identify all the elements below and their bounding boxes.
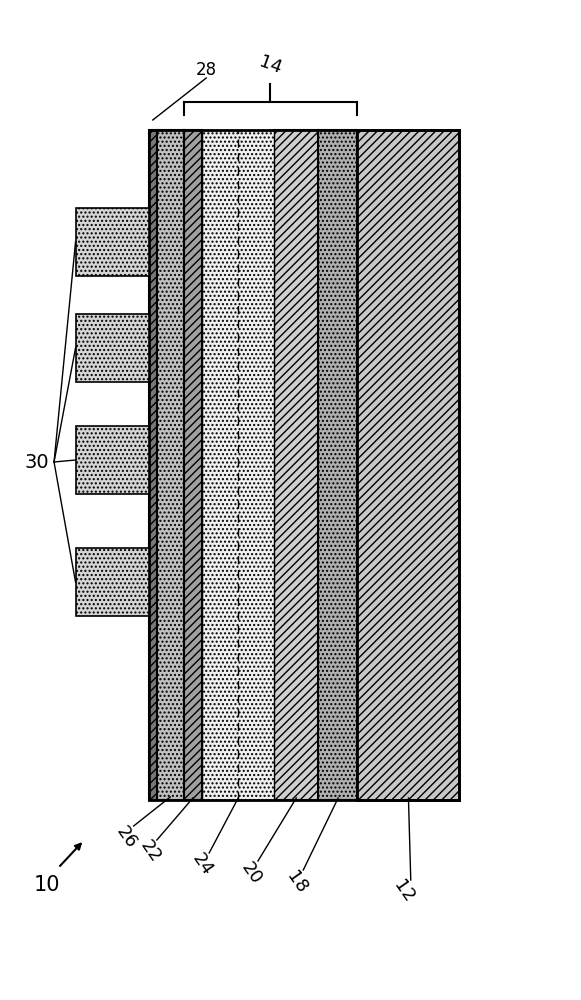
Text: 18: 18 [282,868,310,896]
Bar [184,130,202,800]
Bar [274,130,318,800]
Text: 14: 14 [256,53,284,77]
Bar [76,548,149,616]
Text: 28: 28 [196,61,217,79]
Bar [202,130,274,800]
Bar [76,314,149,382]
Text: 30: 30 [24,452,49,472]
Bar [318,130,357,800]
Bar [149,130,157,800]
Bar [76,208,149,276]
Text: 12: 12 [390,877,418,907]
Bar [149,130,459,800]
Text: 24: 24 [188,850,216,880]
Bar [157,130,184,800]
Text: 20: 20 [237,859,265,887]
Text: 22: 22 [136,837,164,867]
Bar [76,426,149,494]
Text: 10: 10 [33,875,60,895]
Text: 26: 26 [113,823,141,853]
Bar [357,130,459,800]
